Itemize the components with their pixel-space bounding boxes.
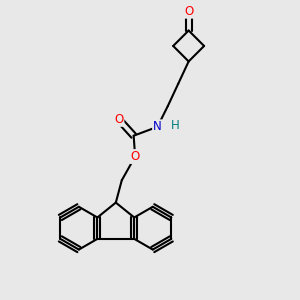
Text: N: N bbox=[153, 120, 162, 133]
Text: H: H bbox=[171, 119, 180, 132]
Text: O: O bbox=[114, 113, 123, 126]
Text: O: O bbox=[130, 150, 140, 163]
Text: O: O bbox=[184, 5, 193, 18]
